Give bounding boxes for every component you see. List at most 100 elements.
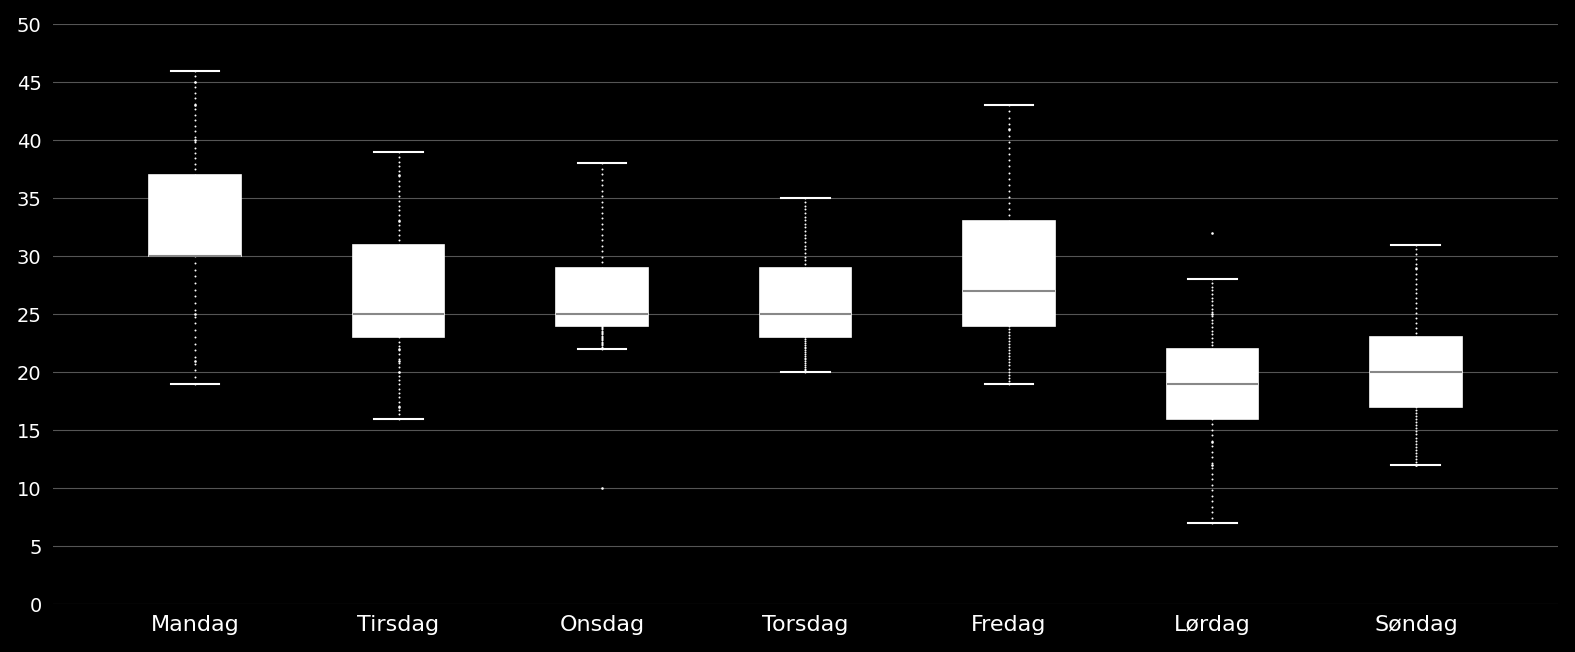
Point — [792, 211, 817, 222]
Point — [183, 137, 208, 147]
Point — [1403, 405, 1429, 415]
Point — [1403, 420, 1429, 430]
Point — [183, 142, 208, 153]
Point — [1200, 333, 1225, 343]
Point — [386, 156, 411, 167]
Point — [997, 186, 1022, 196]
Point — [792, 193, 817, 203]
Point — [589, 252, 614, 262]
Point — [792, 361, 817, 372]
Point — [183, 76, 208, 87]
Point — [1200, 460, 1225, 470]
Point — [1200, 419, 1225, 429]
Point — [792, 204, 817, 215]
Point — [386, 176, 411, 186]
Point — [386, 215, 411, 226]
Point — [386, 186, 411, 196]
Point — [386, 370, 411, 381]
Point — [386, 358, 411, 368]
Point — [386, 196, 411, 206]
Point — [183, 372, 208, 382]
Point — [183, 351, 208, 362]
Point — [1403, 313, 1429, 323]
Point — [1403, 293, 1429, 304]
Point — [1403, 239, 1429, 250]
Point — [589, 202, 614, 213]
Bar — [759, 268, 850, 337]
Point — [997, 345, 1022, 355]
Point — [792, 334, 817, 344]
Point — [1403, 445, 1429, 455]
Point — [183, 318, 208, 329]
Point — [1200, 430, 1225, 440]
Point — [997, 354, 1022, 364]
Point — [1200, 518, 1225, 528]
Point — [792, 356, 817, 366]
Point — [792, 237, 817, 247]
Point — [1200, 318, 1225, 329]
Point — [589, 191, 614, 201]
Point — [1200, 457, 1225, 467]
Point — [997, 321, 1022, 331]
Point — [792, 248, 817, 258]
Point — [1200, 329, 1225, 340]
Point — [589, 336, 614, 347]
Point — [792, 367, 817, 378]
Point — [589, 342, 614, 352]
Point — [589, 342, 614, 353]
Point — [1403, 269, 1429, 279]
Point — [1200, 228, 1225, 238]
Point — [589, 327, 614, 337]
Point — [1200, 293, 1225, 303]
Point — [589, 332, 614, 342]
Point — [386, 400, 411, 411]
Point — [183, 309, 208, 319]
Point — [997, 179, 1022, 190]
Point — [1200, 296, 1225, 306]
Point — [1403, 460, 1429, 470]
Point — [589, 334, 614, 344]
Point — [1200, 278, 1225, 288]
Point — [997, 330, 1022, 340]
Point — [1200, 344, 1225, 354]
Point — [997, 376, 1022, 386]
Point — [183, 115, 208, 125]
Point — [183, 126, 208, 136]
Point — [792, 342, 817, 352]
Point — [997, 327, 1022, 337]
Point — [792, 347, 817, 357]
Point — [1403, 244, 1429, 255]
Point — [1200, 512, 1225, 523]
Point — [183, 153, 208, 164]
Point — [183, 345, 208, 355]
Point — [183, 93, 208, 103]
Point — [589, 340, 614, 351]
Point — [1200, 501, 1225, 512]
Point — [1200, 436, 1225, 446]
Point — [792, 255, 817, 265]
Point — [792, 352, 817, 363]
Point — [183, 251, 208, 261]
Point — [183, 355, 208, 366]
Point — [792, 222, 817, 233]
Point — [183, 365, 208, 376]
Point — [1200, 463, 1225, 473]
Point — [589, 322, 614, 333]
Point — [589, 246, 614, 256]
Point — [589, 213, 614, 224]
Point — [183, 121, 208, 131]
Point — [792, 259, 817, 269]
Point — [386, 355, 411, 366]
Point — [792, 336, 817, 346]
Point — [1200, 307, 1225, 318]
Point — [386, 375, 411, 385]
Point — [997, 106, 1022, 117]
Point — [1403, 438, 1429, 449]
Point — [1200, 479, 1225, 490]
Point — [1403, 454, 1429, 464]
Point — [1403, 441, 1429, 452]
Point — [386, 210, 411, 220]
Point — [183, 135, 208, 145]
Point — [589, 224, 614, 235]
Point — [792, 349, 817, 359]
